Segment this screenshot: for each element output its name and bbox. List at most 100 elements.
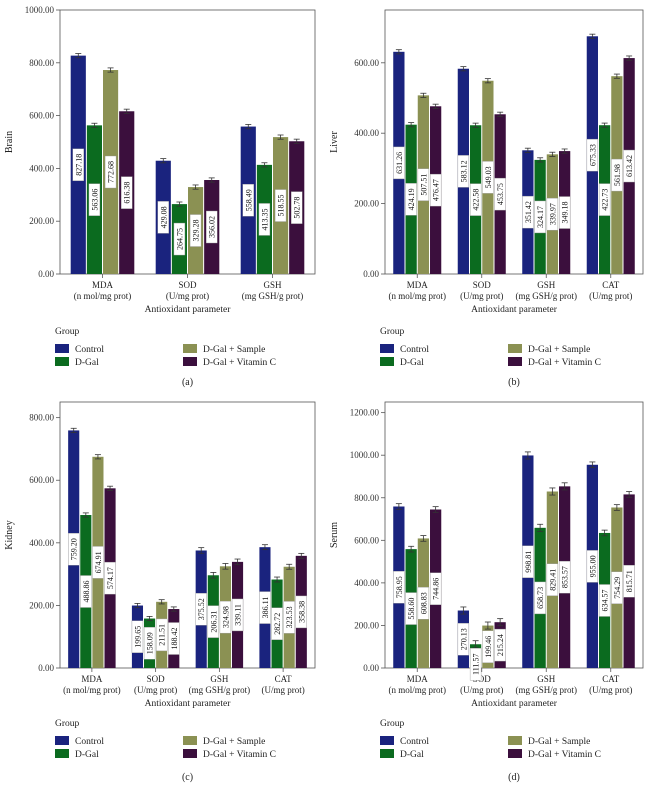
data-label-text: 324.98 (221, 606, 230, 628)
panel-caption: (c) (182, 772, 193, 783)
x-axis-label: Antioxidant parameter (471, 305, 558, 315)
legend-title: Group (380, 719, 405, 729)
data-label-box (598, 183, 611, 216)
data-label-text: 211.51 (158, 624, 167, 646)
y-axis-label: Serum (329, 522, 340, 548)
y-tick-label: 400.00 (354, 578, 379, 588)
data-label-text: 574.17 (106, 567, 115, 589)
data-label-text: 323.53 (285, 606, 294, 628)
data-label: 815.71 (623, 565, 635, 598)
y-tick-label: 200.00 (354, 620, 379, 630)
data-label-text: 658.73 (536, 587, 545, 609)
data-label-text: 351.42 (524, 201, 533, 223)
data-label: 488.86 (80, 575, 92, 608)
legend-label: D-Gal (75, 358, 99, 368)
data-label: 518.55 (274, 189, 287, 222)
chart-panel-3: 0.00 200.00 400.00 600.00 800.00 Kidney MDA(n … (4, 401, 316, 783)
data-label-text: 558.60 (407, 598, 416, 620)
legend-swatch (55, 344, 69, 353)
data-label: 339.11 (231, 598, 244, 632)
x-tick-label: GSH (263, 280, 282, 290)
data-label: 574.17 (104, 561, 116, 595)
x-tick-sublabel: (U/mg prot) (460, 685, 503, 695)
data-label-text: 158.09 (146, 632, 155, 654)
data-label-text: 955.00 (588, 555, 597, 577)
data-label-text: 759.20 (70, 538, 79, 560)
data-label: 754.29 (611, 571, 623, 604)
y-tick-label: 1000.00 (25, 5, 55, 15)
legend-label: Control (75, 737, 104, 747)
data-label-box (586, 138, 599, 172)
data-label-text: 453.75 (496, 183, 505, 205)
x-tick-label: CAT (602, 280, 620, 290)
data-label-box (72, 148, 84, 182)
x-tick-sublabel: (mg GSH/g prot) (516, 291, 578, 301)
legend-label: D-Gal + Vitamin C (528, 750, 601, 760)
x-tick-label: SOD (147, 674, 166, 684)
data-label: 453.75 (494, 177, 506, 211)
data-label: 759.20 (68, 533, 80, 566)
data-label-box (131, 620, 144, 653)
data-label: 323.53 (283, 601, 295, 634)
data-label: 199.46 (482, 630, 494, 663)
data-label-text: 827.18 (74, 154, 83, 176)
data-label-text: 561.98 (613, 164, 622, 186)
legend-label: D-Gal + Sample (203, 345, 265, 355)
y-tick-label: 600.00 (354, 58, 379, 68)
data-label: 616.38 (121, 176, 133, 209)
data-label: 264.75 (173, 222, 186, 256)
data-label-box (271, 607, 283, 640)
data-label-text: 502.78 (293, 197, 302, 219)
y-tick-label: 600.00 (29, 111, 54, 121)
legend-title: Group (55, 327, 80, 337)
data-label: 324.98 (219, 600, 232, 634)
data-label-text: 422.73 (601, 189, 610, 211)
data-label: 358.38 (295, 595, 307, 629)
x-tick-sublabel: (U/mg prot) (589, 291, 632, 301)
y-tick-label: 200.00 (354, 199, 379, 209)
data-label-text: 507.51 (419, 174, 428, 196)
x-tick-sublabel: (U/mg prot) (589, 685, 632, 695)
y-tick-label: 400.00 (354, 128, 379, 138)
legend-swatch (55, 357, 69, 366)
data-label-box (157, 201, 169, 234)
data-label-box (207, 605, 220, 638)
x-tick-label: MDA (92, 280, 114, 290)
data-label-text: 188.42 (170, 628, 179, 650)
data-label-text: 199.46 (484, 636, 493, 658)
data-label: 476.47 (429, 173, 442, 207)
y-axis-label: Kidney (4, 520, 15, 549)
y-tick-label: 600.00 (354, 535, 379, 545)
data-label-text: 339.97 (548, 203, 557, 225)
chart-panel-4: 0.00 200.00 400.00 600.00 800.00 1000.00 1200.… (329, 401, 644, 783)
y-tick-label: 800.00 (354, 493, 379, 503)
data-label-box (457, 155, 470, 188)
data-label-box (457, 623, 470, 656)
data-label: 675.33 (586, 138, 599, 172)
chart-panel-1: 0.00 200.00 400.00 600.00 800.00 1000.00 Brain… (4, 5, 316, 388)
y-axis-label: Liver (329, 131, 340, 153)
data-label: 613.42 (623, 149, 635, 183)
panel-caption: (d) (508, 772, 520, 783)
data-label-text: 424.19 (407, 188, 416, 210)
data-label-text: 488.86 (82, 581, 91, 603)
legend-swatch (508, 749, 522, 758)
data-label: 558.60 (405, 592, 417, 625)
data-label-text: 356.02 (208, 216, 217, 238)
data-label: 270.13 (457, 623, 470, 656)
data-label-box (534, 581, 546, 615)
data-label-box (393, 146, 405, 180)
x-tick-sublabel: (n mol/mg prot) (74, 291, 132, 301)
data-label-text: 754.29 (613, 577, 622, 599)
data-label-text: 349.18 (561, 202, 570, 224)
x-tick-label: SOD (473, 280, 492, 290)
data-label-box (219, 600, 232, 634)
x-tick-label: MDA (81, 674, 103, 684)
data-label-text: 772.68 (107, 161, 116, 183)
data-label: 631.26 (393, 146, 405, 180)
y-tick-label: 800.00 (29, 58, 54, 68)
data-label-text: 608.83 (419, 592, 428, 614)
x-tick-sublabel: (U/mg prot) (262, 685, 305, 695)
data-label: 744.86 (429, 572, 442, 605)
x-tick-label: CAT (602, 674, 620, 684)
